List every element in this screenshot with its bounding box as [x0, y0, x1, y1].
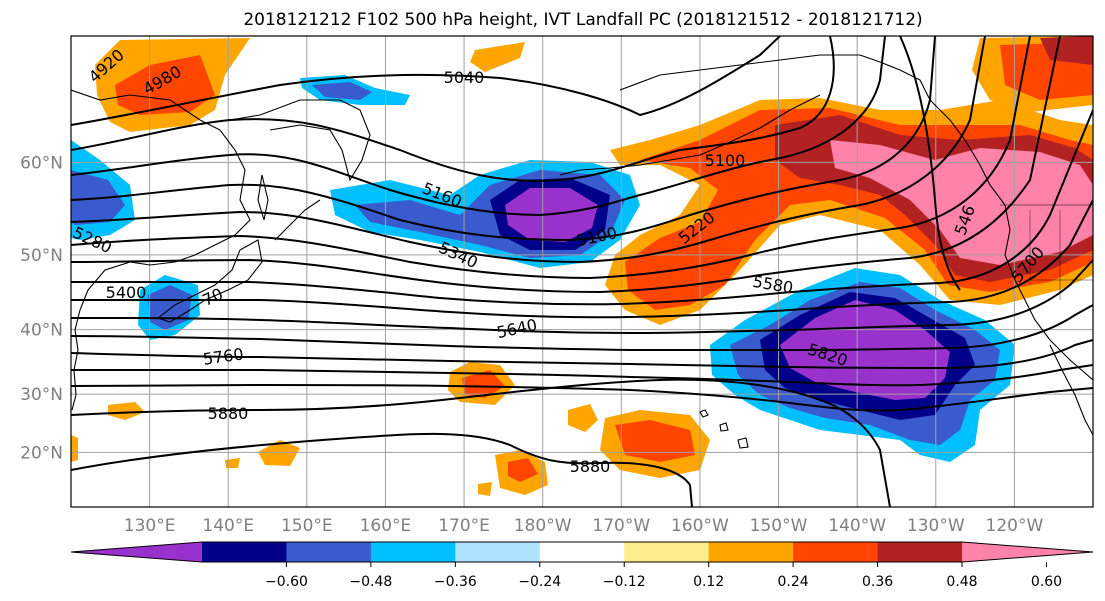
contour-label: 5880 — [570, 457, 611, 476]
coastline-baja — [1049, 344, 1093, 436]
map-frame — [70, 35, 1094, 508]
lon-tick-label: 150°W — [750, 516, 808, 536]
ivt-positive-region — [258, 440, 300, 466]
height-contour — [71, 199, 1093, 319]
lon-tick-label: 150°E — [281, 516, 333, 536]
lat-tick-label: 40°N — [20, 321, 63, 341]
colorbar-segment — [877, 542, 963, 562]
height-contour — [71, 36, 886, 217]
colorbar: −0.60 −0.48 −0.36 −0.24 −0.12 0.12 0.24 0.36 0.4… — [70, 541, 1094, 590]
height-contour — [71, 36, 781, 126]
height-contour — [71, 304, 1093, 352]
height-contour — [71, 339, 1093, 370]
colorbar-segment — [708, 542, 794, 562]
coastline-sakhalin — [257, 174, 269, 221]
chart-title: 2018121212 F102 500 hPa height, IVT Land… — [243, 10, 922, 30]
ivt-positive-region — [508, 458, 538, 482]
colorbar-segment — [370, 542, 456, 562]
lat-tick-label: 30°N — [20, 385, 63, 405]
lon-tick-label: 130°W — [907, 516, 965, 536]
height-contour — [71, 364, 1093, 387]
height-contour — [71, 109, 1093, 306]
colorbar-tick-label: −0.48 — [349, 574, 392, 590]
map-gridlines — [71, 36, 1093, 507]
ivt-positive-region — [71, 435, 78, 462]
height-contour — [71, 36, 1031, 280]
height-contour — [71, 36, 835, 182]
ivt-positive-region — [478, 482, 492, 496]
lat-tick-label: 20°N — [20, 443, 63, 463]
colorbar-segment — [539, 542, 625, 562]
coastlines — [71, 54, 1093, 449]
colorbar-extend-low — [71, 542, 202, 562]
colorbar-outline — [70, 541, 1094, 563]
lon-tick-label: 140°E — [202, 516, 254, 536]
ivt-positive-region — [615, 420, 695, 462]
ivt-positive-region — [470, 42, 525, 72]
ivt-positive-region — [462, 370, 505, 398]
lon-tick-label: 120°W — [986, 516, 1044, 536]
coastline-alaska-peninsula — [669, 94, 821, 161]
colorbar-tick-label: 0.48 — [946, 574, 977, 590]
colorbar-tick-label: −0.60 — [265, 574, 308, 590]
ivt-positive-region — [1040, 36, 1093, 65]
latitude-tick-labels: 20°N 30°N 40°N 50°N 60°N — [20, 153, 63, 463]
lon-tick-label: 170°W — [592, 516, 650, 536]
colorbar-extend-high — [962, 542, 1093, 562]
colorbar-tick-label: 0.12 — [693, 574, 724, 590]
coastline-kamchatka — [229, 99, 371, 182]
lon-tick-label: 180°W — [514, 516, 572, 536]
height-contour — [71, 383, 1093, 412]
height-contour — [71, 36, 986, 264]
height-contours — [71, 36, 1093, 507]
colorbar-segment — [793, 542, 879, 562]
contour-label: 5400 — [106, 283, 147, 302]
map-area: 4920 4980 5040 5100 5160 5100 5220 5280 … — [71, 36, 1093, 507]
lat-tick-label: 50°N — [20, 246, 63, 266]
longitude-tick-labels: 130°E 140°E 150°E 160°E 170°E 180°W 170°W 160°W… — [124, 516, 1044, 536]
ivt-positive-region — [108, 402, 145, 420]
ivt-positive-region — [225, 458, 240, 468]
lon-tick-label: 160°E — [360, 516, 412, 536]
coastline-japan — [156, 239, 263, 323]
colorbar-tick-label: −0.24 — [518, 574, 561, 590]
colorbar-tick-label: −0.12 — [603, 574, 646, 590]
coastline-hawaii — [699, 409, 749, 449]
lon-tick-label: 140°W — [828, 516, 886, 536]
ivt-positive-region — [568, 404, 598, 432]
colorbar-tick-label: 0.24 — [778, 574, 809, 590]
lon-tick-label: 160°W — [671, 516, 729, 536]
coastline-alaska — [619, 54, 1093, 381]
height-contour — [71, 259, 1093, 335]
colorbar-segment — [202, 542, 287, 562]
height-contour — [71, 378, 891, 507]
height-contour — [71, 432, 693, 507]
contour-label: 5100 — [705, 151, 746, 170]
ivt-positive-region — [115, 55, 215, 115]
colorbar-tick-label: −0.36 — [434, 574, 477, 590]
colorbar-tick-label: 0.60 — [1031, 574, 1062, 590]
colorbar-tick-label: 0.36 — [862, 574, 893, 590]
contour-label: 5880 — [208, 404, 249, 423]
coastline-aleutians — [559, 159, 671, 176]
height-contour — [71, 36, 1061, 294]
height-contour — [71, 36, 936, 242]
colorbar-segment — [624, 542, 710, 562]
lon-tick-label: 170°E — [438, 516, 490, 536]
contour-label: 5040 — [444, 68, 485, 87]
height-contour — [899, 36, 961, 291]
lon-tick-label: 130°E — [124, 516, 176, 536]
ivt-negative-region — [312, 82, 372, 100]
lat-tick-label: 60°N — [20, 153, 63, 173]
coastline-asia — [71, 89, 251, 411]
colorbar-segment — [455, 542, 541, 562]
colorbar-segment — [286, 542, 372, 562]
